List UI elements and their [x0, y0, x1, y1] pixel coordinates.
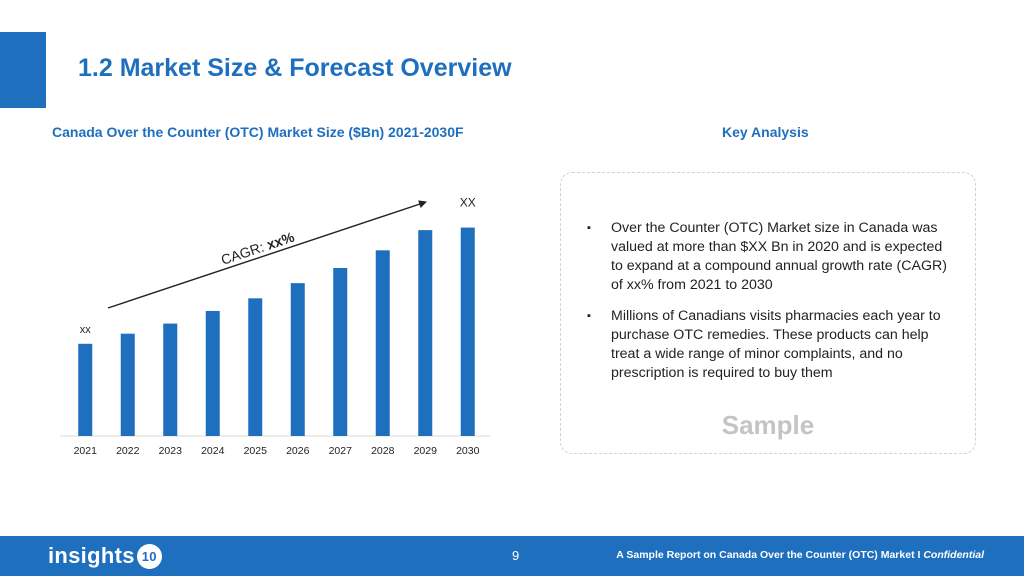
- bar-2027: [333, 268, 348, 436]
- footer-bar: insights 10 9 A Sample Report on Canada …: [0, 536, 1024, 576]
- key-analysis-bullet: ▪ Over the Counter (OTC) Market size in …: [587, 219, 949, 295]
- footer-note: A Sample Report on Canada Over the Count…: [616, 549, 984, 561]
- footer-note-text: A Sample Report on Canada Over the Count…: [616, 549, 924, 561]
- key-analysis-bullet: ▪ Millions of Canadians visits pharmacie…: [587, 307, 949, 383]
- bar-2025: [248, 298, 263, 436]
- cagr-value: xx%: [265, 228, 297, 252]
- chart-heading: Canada Over the Counter (OTC) Market Siz…: [52, 124, 464, 140]
- x-tick-label: 2030: [456, 445, 480, 457]
- x-tick-label: 2029: [414, 445, 438, 457]
- x-tick-label: 2021: [74, 445, 98, 457]
- page-title: 1.2 Market Size & Forecast Overview: [78, 54, 512, 82]
- sample-watermark: Sample: [721, 410, 815, 440]
- x-tick-label: 2026: [286, 445, 310, 457]
- market-size-chart: 2021 2022 2023 2024 2025 2026 2027 2028 2029 2030…: [60, 196, 490, 457]
- insights10-logo: insights 10: [48, 543, 162, 569]
- x-tick-label: 2022: [116, 445, 140, 457]
- bullet-text: Millions of Canadians visits pharmacies …: [611, 308, 941, 381]
- x-tick-label: 2023: [159, 445, 183, 457]
- key-analysis-heading: Key Analysis: [722, 124, 809, 140]
- x-tick-label: 2024: [201, 445, 225, 457]
- page-number: 9: [512, 548, 520, 563]
- bar-2023: [163, 323, 178, 436]
- x-tick-label: 2025: [244, 445, 268, 457]
- bar-2022: [120, 333, 135, 436]
- data-label-first: xx: [80, 324, 92, 336]
- bar-2024: [205, 310, 220, 436]
- data-label-last: XX: [460, 196, 476, 210]
- cagr-annotation: CAGR: xx%: [219, 228, 297, 267]
- bullet-text: Over the Counter (OTC) Market size in Ca…: [611, 220, 947, 293]
- x-tick-label: 2028: [371, 445, 395, 457]
- key-analysis-panel: ▪ Over the Counter (OTC) Market size in …: [560, 172, 976, 454]
- logo-badge: 10: [136, 543, 162, 569]
- bullet-square-icon: ▪: [587, 310, 591, 322]
- x-tick-label: 2027: [329, 445, 353, 457]
- logo-text: insights: [48, 543, 135, 568]
- bar-2021: [78, 343, 93, 436]
- bar-2029: [418, 230, 433, 436]
- bullet-square-icon: ▪: [587, 222, 591, 234]
- bar-2028: [375, 250, 390, 436]
- header-accent-bar: [0, 32, 46, 108]
- cagr-arrow: [107, 200, 427, 309]
- footer-confidential: Confidential: [923, 549, 984, 561]
- bar-2026: [290, 283, 305, 436]
- bar-2030: [460, 227, 475, 436]
- key-analysis-list: ▪ Over the Counter (OTC) Market size in …: [587, 219, 949, 395]
